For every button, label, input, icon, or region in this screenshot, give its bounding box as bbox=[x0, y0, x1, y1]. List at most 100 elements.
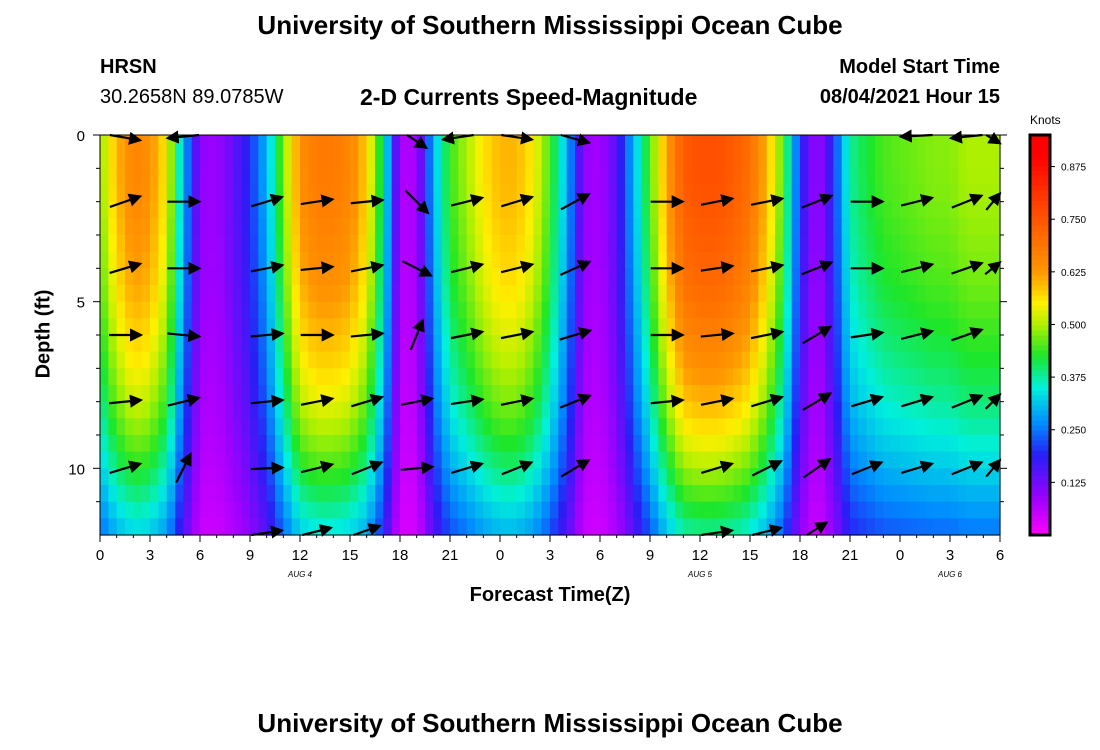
heatmap-cell bbox=[758, 251, 768, 269]
heatmap-cell bbox=[683, 485, 693, 503]
heatmap-cell bbox=[475, 451, 484, 469]
heatmap-cell bbox=[966, 385, 976, 403]
heatmap-cell bbox=[450, 351, 459, 369]
heatmap-cell bbox=[916, 201, 926, 219]
heatmap-cell bbox=[891, 318, 901, 336]
heatmap-cell bbox=[591, 318, 601, 336]
heatmap-cell bbox=[908, 485, 918, 503]
colorbar-swatch bbox=[1030, 230, 1050, 236]
heatmap-cell bbox=[500, 151, 509, 169]
heatmap-cell bbox=[500, 368, 509, 386]
heatmap-cell bbox=[725, 501, 734, 519]
heatmap-cell bbox=[425, 368, 434, 386]
heatmap-cell bbox=[483, 285, 493, 303]
heatmap-cell bbox=[475, 401, 484, 419]
heatmap-cell bbox=[441, 301, 451, 319]
heatmap-cell bbox=[150, 285, 159, 303]
heatmap-cell bbox=[400, 518, 409, 536]
heatmap-cell bbox=[425, 151, 434, 169]
heatmap-cell bbox=[108, 218, 118, 236]
heatmap-cell bbox=[733, 251, 743, 269]
heatmap-cell bbox=[633, 201, 643, 219]
heatmap-cell bbox=[391, 385, 401, 403]
heatmap-cell bbox=[366, 201, 376, 219]
heatmap-cell bbox=[291, 168, 301, 186]
heatmap-cell bbox=[866, 501, 876, 519]
heatmap-cell bbox=[500, 318, 509, 336]
heatmap-cell bbox=[208, 218, 218, 236]
heatmap-cell bbox=[691, 468, 701, 486]
heatmap-cell bbox=[841, 518, 851, 536]
heatmap-cell bbox=[583, 251, 593, 269]
heatmap-cell bbox=[308, 151, 318, 169]
heatmap-cell bbox=[825, 135, 834, 153]
heatmap-cell bbox=[983, 435, 993, 453]
heatmap-cell bbox=[891, 368, 901, 386]
heatmap-cell bbox=[383, 268, 393, 286]
heatmap-cell bbox=[350, 401, 359, 419]
heatmap-cell bbox=[841, 218, 851, 236]
heatmap-cell bbox=[400, 201, 409, 219]
heatmap-cell bbox=[258, 418, 268, 436]
heatmap-cell bbox=[900, 151, 909, 169]
heatmap-cell bbox=[766, 301, 776, 319]
heatmap-cell bbox=[950, 318, 959, 336]
heatmap-cell bbox=[866, 368, 876, 386]
heatmap-cell bbox=[683, 518, 693, 536]
heatmap-cell bbox=[975, 401, 984, 419]
colorbar-swatch bbox=[1030, 255, 1050, 261]
heatmap-cell bbox=[658, 268, 668, 286]
heatmap-cell bbox=[675, 451, 684, 469]
heatmap-cell bbox=[916, 235, 926, 253]
heatmap-cell bbox=[775, 151, 784, 169]
heatmap-cell bbox=[725, 201, 734, 219]
heatmap-cell bbox=[725, 518, 734, 536]
heatmap-cell bbox=[608, 351, 618, 369]
heatmap-cell bbox=[275, 451, 284, 469]
heatmap-cell bbox=[508, 435, 518, 453]
colorbar-swatch bbox=[1030, 465, 1050, 471]
heatmap-cell bbox=[816, 201, 826, 219]
heatmap-cell bbox=[500, 301, 509, 319]
heatmap-cell bbox=[508, 218, 518, 236]
heatmap-cell bbox=[891, 285, 901, 303]
heatmap-cell bbox=[858, 401, 868, 419]
heatmap-cell bbox=[683, 385, 693, 403]
heatmap-cell bbox=[116, 185, 126, 203]
current-vector-arrow bbox=[559, 393, 592, 409]
heatmap-cell bbox=[125, 168, 134, 186]
heatmap-cell bbox=[633, 501, 643, 519]
heatmap-cell bbox=[225, 518, 234, 536]
heatmap-cell bbox=[291, 435, 301, 453]
heatmap-cell bbox=[433, 168, 443, 186]
heatmap-cell bbox=[216, 235, 226, 253]
current-vector-arrow bbox=[450, 260, 485, 274]
heatmap-cell bbox=[291, 385, 301, 403]
heatmap-cell bbox=[508, 301, 518, 319]
heatmap-cell bbox=[800, 335, 809, 353]
heatmap-cell bbox=[450, 268, 459, 286]
heatmap-cell bbox=[825, 418, 834, 436]
heatmap-cell bbox=[825, 235, 834, 253]
heatmap-cell bbox=[983, 418, 993, 436]
heatmap-cell bbox=[183, 151, 193, 169]
heatmap-cell bbox=[891, 218, 901, 236]
heatmap-cell bbox=[125, 318, 134, 336]
heatmap-cell bbox=[925, 301, 934, 319]
heatmap-cell bbox=[466, 185, 476, 203]
current-vector-arrow bbox=[500, 260, 535, 274]
heatmap-cell bbox=[116, 368, 126, 386]
heatmap-cell bbox=[491, 435, 501, 453]
heatmap-cell bbox=[166, 501, 176, 519]
heatmap-cell bbox=[258, 285, 268, 303]
heatmap-cell bbox=[183, 218, 193, 236]
heatmap-cell bbox=[966, 185, 976, 203]
heatmap-cell bbox=[441, 201, 451, 219]
heatmap-cell bbox=[775, 468, 784, 486]
heatmap-cell bbox=[825, 218, 834, 236]
heatmap-cell bbox=[925, 285, 934, 303]
heatmap-cell bbox=[925, 435, 934, 453]
heatmap-cell bbox=[666, 351, 676, 369]
heatmap-cell bbox=[150, 301, 159, 319]
heatmap-cell bbox=[850, 401, 859, 419]
